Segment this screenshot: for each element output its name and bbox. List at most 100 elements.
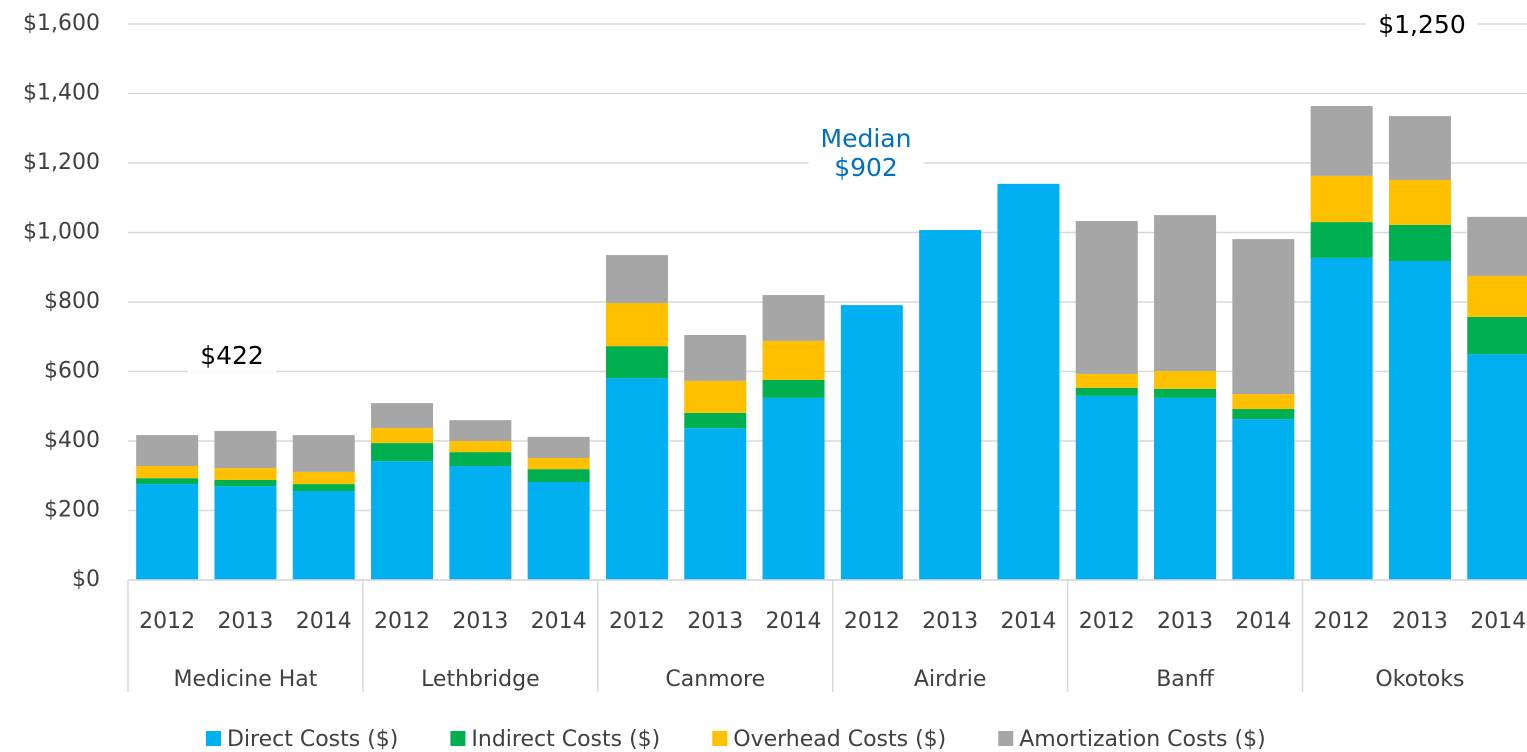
y-tick-label: $1,400	[23, 81, 100, 106]
x-tick-label: 2013	[922, 609, 978, 634]
x-tick-label: 2012	[139, 609, 195, 634]
bar-segment	[684, 380, 747, 413]
bar-segment	[371, 461, 434, 580]
x-tick-label: 2012	[374, 609, 430, 634]
legend-label: Overhead Costs ($)	[733, 727, 946, 752]
x-tick-label: 2012	[1314, 609, 1370, 634]
y-tick-label: $1,200	[23, 150, 100, 175]
bar-segment	[684, 428, 747, 580]
y-tick-label: $400	[44, 428, 100, 453]
bar-segment	[919, 230, 982, 580]
legend-swatch	[206, 731, 221, 746]
bar-segment	[1075, 395, 1138, 580]
annotation: $1,250	[1366, 8, 1478, 41]
legend: Direct Costs ($) Indirect Costs ($) Overhe…	[206, 727, 1266, 752]
bar-segment	[292, 491, 355, 580]
annotation: Median$902	[808, 122, 924, 184]
bar-segment	[214, 486, 277, 580]
bar-segment	[1154, 215, 1217, 372]
group-label: Banff	[1156, 667, 1215, 692]
bar-segment	[1232, 239, 1295, 395]
x-tick-label: 2013	[1157, 609, 1213, 634]
bar-segment	[1310, 106, 1373, 176]
x-tick-label: 2012	[609, 609, 665, 634]
grid	[128, 23, 1527, 581]
x-tick-label: 2012	[1079, 609, 1135, 634]
bar-segment	[684, 335, 747, 381]
y-tick-label: $200	[44, 498, 100, 523]
annotation-background	[808, 122, 924, 184]
bar-segment	[371, 403, 434, 429]
bar-segment	[292, 471, 355, 485]
annotation-background	[188, 339, 276, 372]
bar-segment	[527, 436, 590, 459]
bar-segment	[292, 484, 355, 492]
y-tick-label: $1,600	[23, 11, 100, 36]
group-label: Airdrie	[914, 667, 986, 692]
bar-segment	[1310, 175, 1373, 223]
bar-segment	[762, 295, 825, 341]
bar-segment	[762, 340, 825, 380]
x-tick-label: 2014	[296, 609, 352, 634]
x-tick-label: 2014	[1235, 609, 1291, 634]
legend-swatch	[712, 731, 728, 746]
bar-segment	[605, 346, 668, 379]
bar-segment	[1154, 371, 1217, 389]
group-label: Medicine Hat	[173, 667, 317, 692]
bar-segment	[214, 468, 277, 480]
x-tick-label: 2013	[687, 609, 743, 634]
x-tick-label: 2014	[1470, 609, 1526, 634]
annotation-text: $902	[834, 153, 898, 182]
bar-segment	[1388, 260, 1451, 580]
bar-segment	[1310, 257, 1373, 580]
y-tick-label: $600	[44, 359, 100, 384]
bar-segment	[1388, 180, 1451, 225]
bar-segment	[605, 255, 668, 304]
bar-segment	[1467, 316, 1527, 355]
bar-segment	[1075, 373, 1138, 388]
x-tick-label: 2013	[1392, 609, 1448, 634]
bar-segment	[136, 435, 199, 467]
legend-swatch	[998, 731, 1014, 746]
group-label: Lethbridge	[421, 667, 540, 692]
bar-segment	[1467, 275, 1527, 317]
y-tick-label: $0	[72, 567, 100, 592]
bar-segment	[1154, 397, 1217, 580]
x-tick-label: 2013	[452, 609, 508, 634]
bar-segment	[1075, 387, 1138, 396]
bar-segment	[997, 183, 1060, 580]
bar-segment	[684, 412, 747, 429]
group-label: Okotoks	[1375, 667, 1464, 692]
bar-segment	[1388, 116, 1451, 181]
y-tick-label: $1,000	[23, 220, 100, 245]
bar-segment	[527, 458, 590, 470]
bar-segment	[371, 428, 434, 444]
legend-swatch	[450, 731, 466, 746]
bar-segment	[214, 430, 277, 469]
bar-segment	[214, 479, 277, 487]
bar-segment	[840, 305, 903, 580]
bar-segment	[1232, 394, 1295, 410]
bar-segment	[136, 478, 199, 485]
bar-segment	[1232, 419, 1295, 580]
bar-segment	[1388, 224, 1451, 261]
bar-segment	[136, 466, 199, 479]
x-tick-label: 2014	[531, 609, 587, 634]
bar-segment	[1154, 388, 1217, 398]
x-tick-label: 2014	[766, 609, 822, 634]
bar-segment	[449, 452, 512, 467]
annotation: $422	[188, 339, 276, 372]
bar-segment	[292, 435, 355, 472]
annotation-text: $1,250	[1378, 10, 1465, 39]
bar-segment	[762, 397, 825, 580]
bar-segment	[1467, 354, 1527, 580]
bar-segment	[1075, 221, 1138, 374]
bar-segment	[449, 420, 512, 441]
x-tick-label: 2014	[1000, 609, 1056, 634]
bar-segment	[449, 441, 512, 453]
bar-segment	[1467, 216, 1527, 276]
bar-segment	[136, 484, 199, 580]
bar-segment	[605, 303, 668, 347]
bar-segment	[527, 482, 590, 580]
